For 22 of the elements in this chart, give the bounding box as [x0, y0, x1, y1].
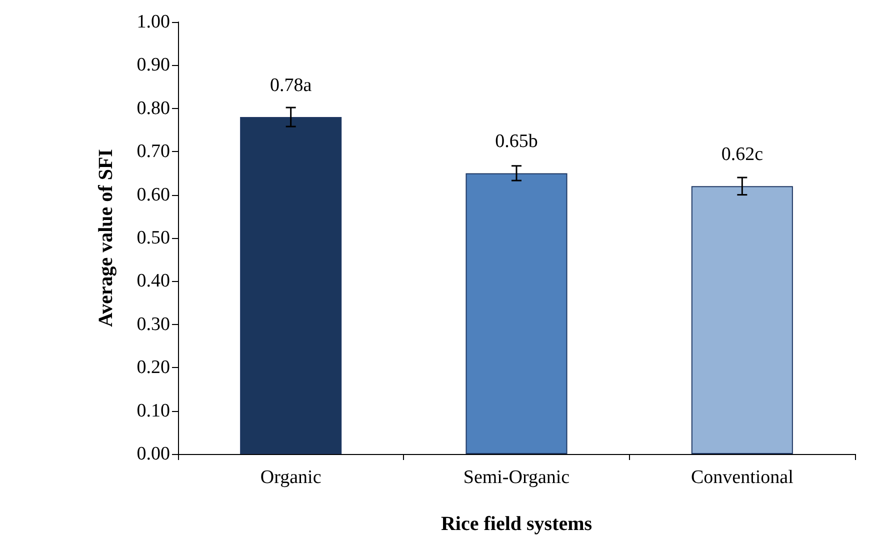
y-tick-label: 0.70: [136, 141, 170, 162]
x-axis-title: Rice field systems: [440, 513, 592, 535]
y-tick-label: 0.40: [136, 270, 170, 292]
bar: [691, 186, 793, 454]
x-tick-label: Organic: [260, 467, 322, 488]
bar: [466, 173, 568, 454]
y-tick-label: 1.00: [136, 12, 170, 32]
y-tick-label: 0.90: [136, 54, 170, 76]
y-tick-label: 0.60: [136, 184, 170, 206]
y-axis-title: Average value of SFI: [95, 148, 117, 327]
data-label: 0.65b: [495, 131, 538, 152]
y-tick-label: 0.00: [136, 444, 170, 464]
y-tick-label: 0.20: [136, 357, 170, 378]
y-tick-label: 0.10: [136, 400, 170, 422]
x-tick-label: Conventional: [690, 467, 794, 488]
x-tick-label: Semi-Organic: [463, 467, 570, 488]
y-tick-label: 0.30: [136, 314, 170, 335]
data-label: 0.62c: [721, 144, 764, 166]
data-label: 0.78a: [270, 75, 312, 96]
bar: [240, 117, 342, 454]
y-tick-label: 0.50: [136, 228, 170, 248]
y-tick-label: 0.80: [136, 98, 170, 119]
